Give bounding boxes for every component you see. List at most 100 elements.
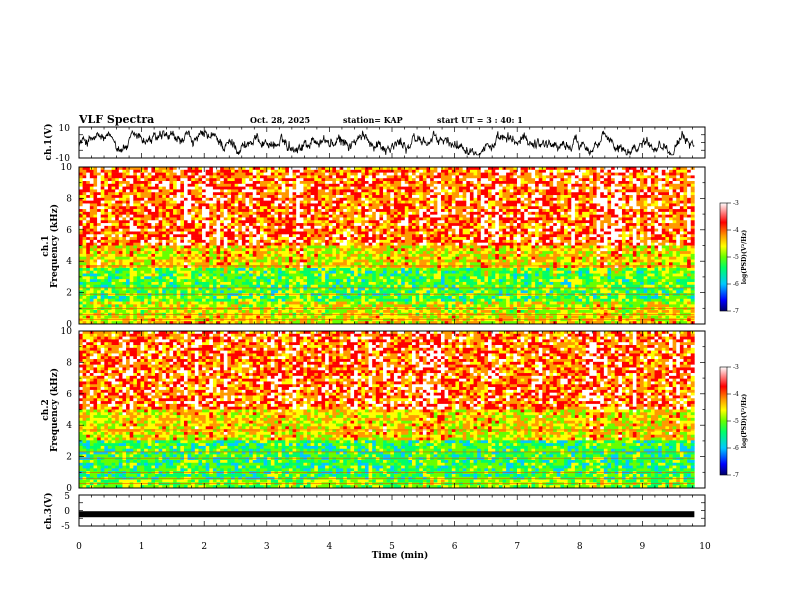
spectrogram-cell: [83, 265, 87, 268]
spectrogram-cell: [159, 285, 163, 288]
spectrogram-cell: [144, 262, 148, 265]
spectrogram-cell: [169, 262, 173, 265]
spectrogram-cell: [86, 181, 90, 184]
spectrogram-cell: [148, 212, 152, 215]
spectrogram-cell: [148, 268, 152, 271]
spectrogram-cell: [122, 271, 126, 274]
spectrogram-cell: [137, 237, 141, 240]
spectrogram-cell: [155, 223, 159, 226]
spectrogram-cell: [148, 285, 152, 288]
spectrogram-cell: [97, 184, 101, 187]
spectrogram-cell: [133, 226, 137, 229]
spectrogram-cell: [112, 220, 116, 223]
spectrogram-cell: [115, 299, 119, 302]
spectrogram-cell: [173, 316, 177, 319]
spectrogram-cell: [122, 231, 126, 234]
spectrogram-cell: [112, 184, 116, 187]
spectrogram-cell: [108, 223, 112, 226]
spectrogram-cell: [173, 184, 177, 187]
spectrogram-cell: [90, 206, 94, 209]
spectrogram-cell: [141, 237, 145, 240]
spectrogram-cell: [104, 203, 108, 206]
spectrogram-cell: [97, 226, 101, 229]
spectrogram-cell: [173, 226, 177, 229]
spectrogram-cell: [126, 316, 130, 319]
spectrogram-cell: [112, 262, 116, 265]
spectrogram-cell: [79, 173, 83, 176]
spectrogram-cell: [97, 178, 101, 181]
spectrogram-cell: [141, 234, 145, 237]
spectrogram-cell: [130, 173, 134, 176]
spectrogram-cell: [141, 187, 145, 190]
spectrogram-cell: [141, 268, 145, 271]
spectrogram-cell: [108, 246, 112, 249]
spectrogram-cell: [159, 223, 163, 226]
spectrogram-cell: [93, 237, 97, 240]
spectrogram-cell: [133, 217, 137, 220]
spectrogram-cell: [86, 201, 90, 204]
spectrogram-cell: [79, 189, 83, 192]
spectrogram-cell: [112, 234, 116, 237]
spectrogram-cell: [122, 265, 126, 268]
spectrogram-cell: [83, 237, 87, 240]
spectrogram-cell: [133, 237, 137, 240]
spectrogram-cell: [155, 175, 159, 178]
spectrogram-cell: [130, 240, 134, 243]
spectrogram-cell: [93, 307, 97, 310]
spectrogram-cell: [86, 192, 90, 195]
spectrogram-cell: [122, 201, 126, 204]
spectrogram-cell: [79, 246, 83, 249]
spectrogram-cell: [104, 271, 108, 274]
spectrogram-cell: [173, 246, 177, 249]
spectrogram-cell: [148, 316, 152, 319]
spectrogram-cell: [122, 251, 126, 254]
spectrogram-cell: [141, 299, 145, 302]
spectrogram-cell: [86, 237, 90, 240]
spectrogram-cell: [148, 178, 152, 181]
spectrogram-cell: [177, 231, 181, 234]
spectrogram-cell: [155, 310, 159, 313]
spectrogram-cell: [159, 307, 163, 310]
spectrogram-cell: [159, 203, 163, 206]
spectrogram-cell: [86, 226, 90, 229]
spectrogram-cell: [133, 318, 137, 321]
spectrogram-cell: [177, 170, 181, 173]
spectrogram-cell: [133, 189, 137, 192]
spectrogram-cell: [130, 279, 134, 282]
spectrogram-cell: [101, 265, 105, 268]
spectrogram-cell: [126, 268, 130, 271]
spectrogram-cell: [122, 234, 126, 237]
spectrogram-cell: [126, 246, 130, 249]
spectrogram-cell: [97, 237, 101, 240]
spectrogram-cell: [101, 195, 105, 198]
spectrogram-cell: [83, 220, 87, 223]
spectrogram-cell: [141, 304, 145, 307]
spectrogram-cell: [144, 181, 148, 184]
spectrogram-cell: [119, 293, 123, 296]
spectrogram-cell: [137, 282, 141, 285]
spectrogram-cell: [130, 220, 134, 223]
spectrogram-cell: [148, 251, 152, 254]
spectrogram-cell: [126, 201, 130, 204]
spectrogram-cell: [162, 192, 166, 195]
spectrogram-cell: [130, 203, 134, 206]
spectrogram-cell: [151, 231, 155, 234]
spectrogram-cell: [126, 231, 130, 234]
spectrogram-cell: [112, 307, 116, 310]
spectrogram-cell: [104, 257, 108, 260]
spectrogram-cell: [169, 192, 173, 195]
spectrogram-cell: [162, 290, 166, 293]
spectrogram-cell: [79, 257, 83, 260]
spectrogram-cell: [141, 217, 145, 220]
spectrogram-cell: [101, 318, 105, 321]
spectrogram-cell: [83, 184, 87, 187]
spectrogram-cell: [137, 217, 141, 220]
spectrogram-cell: [115, 189, 119, 192]
spectrogram-cell: [137, 268, 141, 271]
spectrogram-cell: [119, 223, 123, 226]
spectrogram-cell: [130, 237, 134, 240]
spectrogram-cell: [169, 318, 173, 321]
spectrogram-cell: [162, 310, 166, 313]
spectrogram-cell: [119, 201, 123, 204]
spectrogram-cell: [115, 231, 119, 234]
